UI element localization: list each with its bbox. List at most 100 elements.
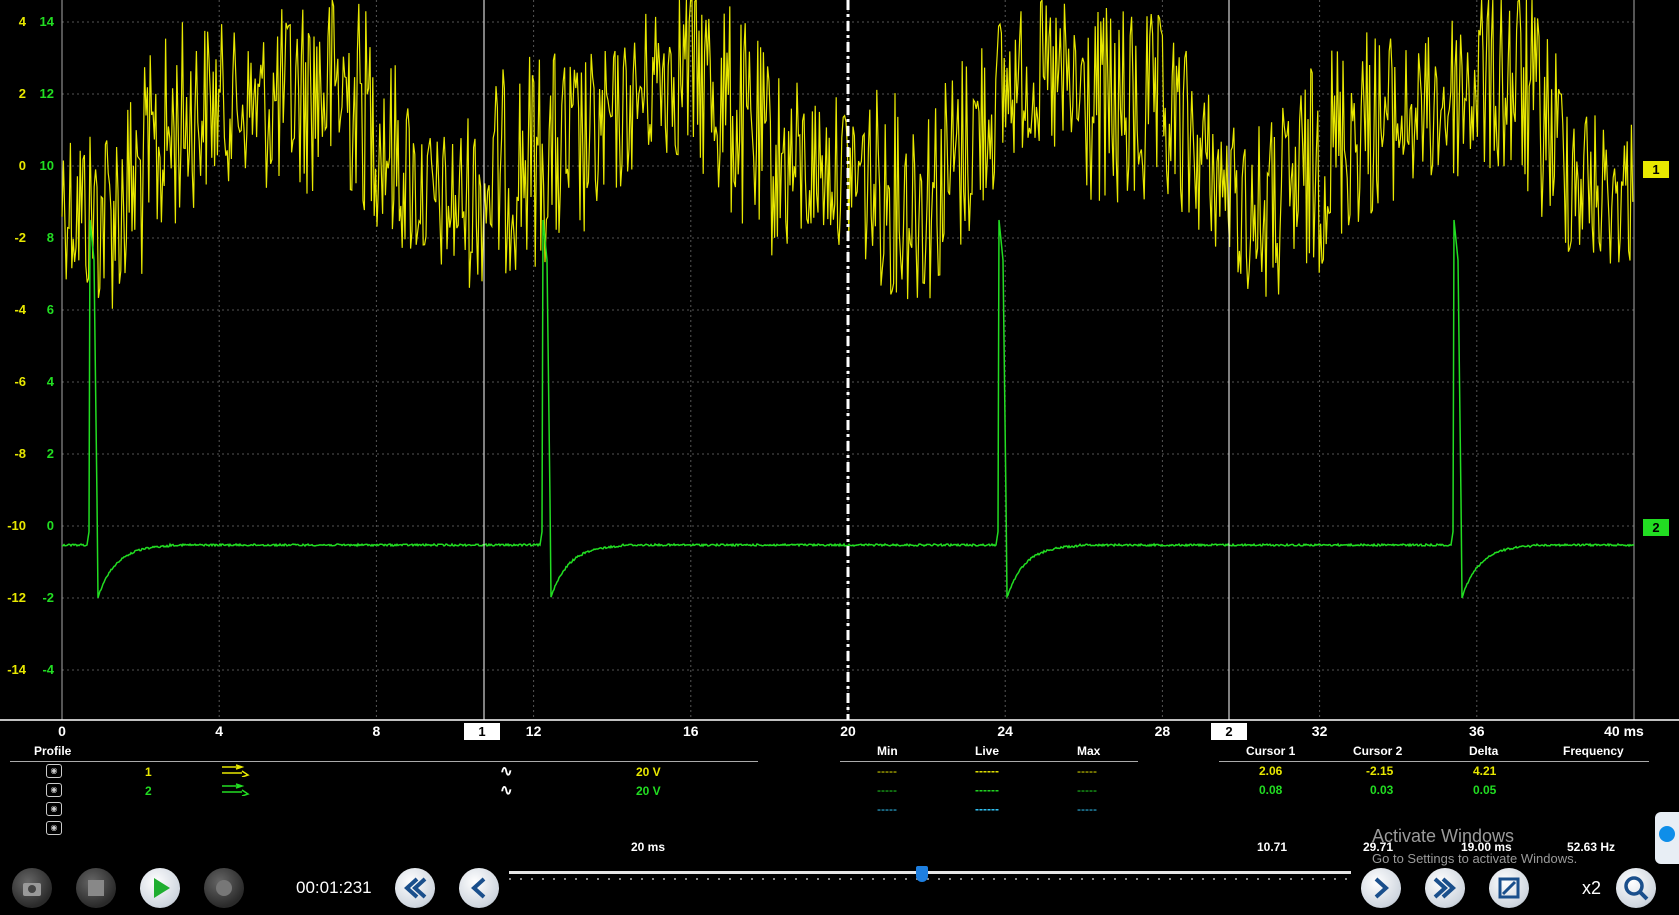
stop-icon	[88, 880, 104, 896]
y-tick-label: 10	[39, 158, 54, 173]
x-tick-label: 24	[997, 723, 1013, 739]
delta-value: 0.05	[1473, 783, 1497, 797]
y-tick-label: -4	[42, 662, 54, 677]
profile-header: Profile	[34, 744, 72, 758]
eye-icon[interactable]: ◉	[46, 821, 62, 835]
double-chevron-left-icon	[404, 877, 427, 899]
capture-timer: 00:01:231	[296, 878, 372, 897]
play-icon	[154, 878, 170, 898]
x-tick-label: 28	[1154, 723, 1171, 739]
frequency-value: 52.63 Hz	[1567, 840, 1616, 854]
channel-1-number: 1	[145, 765, 152, 779]
slider-thumb[interactable]	[915, 866, 928, 882]
delta-value: 4.21	[1473, 764, 1497, 778]
measure-max: -----	[1077, 764, 1097, 778]
y-tick-label: 14	[39, 14, 54, 29]
y-tick-label: 12	[39, 86, 54, 101]
channel-1-offset-marker[interactable]: 1	[1643, 161, 1669, 178]
fit-to-screen-icon	[1498, 877, 1520, 899]
measure-live: ------	[975, 783, 999, 797]
buffer-slider[interactable]	[509, 860, 1351, 884]
measure-live: ------	[975, 802, 999, 816]
record-icon	[216, 880, 232, 896]
camera-icon	[23, 883, 41, 896]
min-header: Min	[877, 744, 898, 758]
cursor-2-flag[interactable]: 2	[1211, 723, 1247, 740]
y-tick-label: 4	[46, 374, 54, 389]
y-tick-label: 2	[18, 86, 26, 101]
ac-wave-icon[interactable]: ∿	[500, 782, 513, 799]
y-tick-label: -2	[14, 230, 26, 245]
step-back-button[interactable]	[459, 868, 499, 908]
activation-watermark: Activate Windows	[1372, 826, 1515, 846]
x-tick-label: 4	[215, 723, 224, 739]
y-tick-label: -10	[7, 518, 26, 533]
record-button[interactable]	[204, 868, 244, 908]
double-chevron-right-icon	[1433, 877, 1456, 899]
measure-min: -----	[877, 783, 897, 797]
chevron-left-icon	[471, 877, 486, 899]
y-tick-label: 0	[46, 518, 54, 533]
y-tick-label: -4	[14, 302, 26, 317]
x-tick-label: 40 ms	[1604, 723, 1644, 739]
delta-header: Delta	[1469, 744, 1499, 758]
cursor-2-time: 29.71	[1363, 840, 1394, 854]
measure-live: ------	[975, 764, 999, 778]
delta-time: 19.00 ms	[1461, 840, 1512, 854]
zoom-fit-button[interactable]	[1489, 868, 1529, 908]
measure-max: -----	[1077, 783, 1097, 797]
y-tick-label: 2	[46, 446, 54, 461]
play-button[interactable]	[140, 868, 180, 908]
channel-2-trace	[62, 219, 1635, 600]
stop-button[interactable]	[76, 868, 116, 908]
channel-2-number: 2	[145, 784, 152, 798]
channel-2-range[interactable]: 20 V	[636, 784, 661, 798]
cursor-2-value: -2.15	[1366, 764, 1394, 778]
cursor-1-time: 10.71	[1257, 840, 1288, 854]
max-header: Max	[1077, 744, 1101, 758]
eye-icon[interactable]: ◉	[46, 802, 62, 816]
waveform-display[interactable]	[0, 0, 1679, 722]
cursor-2-header: Cursor 2	[1353, 744, 1403, 758]
remote-support-icon	[1659, 826, 1675, 842]
cursor-1-header: Cursor 1	[1246, 744, 1296, 758]
capture-button[interactable]	[12, 868, 52, 908]
skip-forward-button[interactable]	[1425, 868, 1465, 908]
y-tick-label: -2	[42, 590, 54, 605]
channel-1-trace	[61, 0, 1634, 309]
y-tick-label: 4	[18, 14, 26, 29]
channel-1-range[interactable]: 20 V	[636, 765, 661, 779]
magnifier-icon	[1624, 876, 1649, 901]
ac-wave-icon[interactable]: ∿	[500, 763, 513, 780]
cursor-1-value: 2.06	[1259, 764, 1283, 778]
x-tick-label: 36	[1469, 723, 1485, 739]
measure-max: -----	[1077, 802, 1097, 816]
probe-icon[interactable]	[220, 763, 254, 777]
probe-icon[interactable]	[220, 782, 254, 796]
y-tick-label: 6	[46, 302, 54, 317]
eye-icon[interactable]: ◉	[46, 764, 62, 778]
remote-support-tab[interactable]	[1655, 812, 1679, 864]
cursor-2-value: 0.03	[1370, 783, 1394, 797]
step-forward-button[interactable]	[1361, 868, 1401, 908]
activation-watermark-hint: Go to Settings to activate Windows.	[1372, 851, 1578, 866]
cursor-1-flag[interactable]: 1	[464, 723, 500, 740]
y-tick-label: -8	[14, 446, 26, 461]
measure-min: -----	[877, 802, 897, 816]
zoom-factor[interactable]: x2	[1582, 878, 1602, 898]
channel-2-offset-marker[interactable]: 2	[1643, 519, 1669, 536]
timebase-label[interactable]: 20 ms	[631, 840, 666, 854]
live-header: Live	[975, 744, 1000, 758]
x-tick-label: 12	[525, 723, 542, 739]
measure-min: -----	[877, 764, 897, 778]
zoom-button[interactable]	[1616, 868, 1656, 908]
cursor-1-value: 0.08	[1259, 783, 1283, 797]
x-tick-label: 32	[1311, 723, 1328, 739]
x-tick-label: 20	[840, 723, 856, 739]
frequency-header: Frequency	[1563, 744, 1624, 758]
eye-icon[interactable]: ◉	[46, 783, 62, 797]
skip-back-button[interactable]	[395, 868, 435, 908]
y-tick-label: -6	[14, 374, 26, 389]
chevron-right-icon	[1374, 877, 1389, 899]
y-tick-label: -12	[7, 590, 26, 605]
